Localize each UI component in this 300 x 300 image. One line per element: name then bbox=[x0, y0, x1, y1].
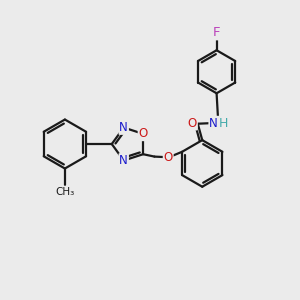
Text: N: N bbox=[209, 117, 218, 130]
Text: O: O bbox=[164, 151, 173, 164]
Text: O: O bbox=[139, 127, 148, 140]
Text: CH₃: CH₃ bbox=[55, 187, 74, 196]
Text: H: H bbox=[219, 117, 228, 130]
Text: O: O bbox=[188, 117, 197, 130]
Text: F: F bbox=[213, 26, 220, 39]
Text: N: N bbox=[119, 121, 128, 134]
Text: N: N bbox=[119, 154, 128, 167]
